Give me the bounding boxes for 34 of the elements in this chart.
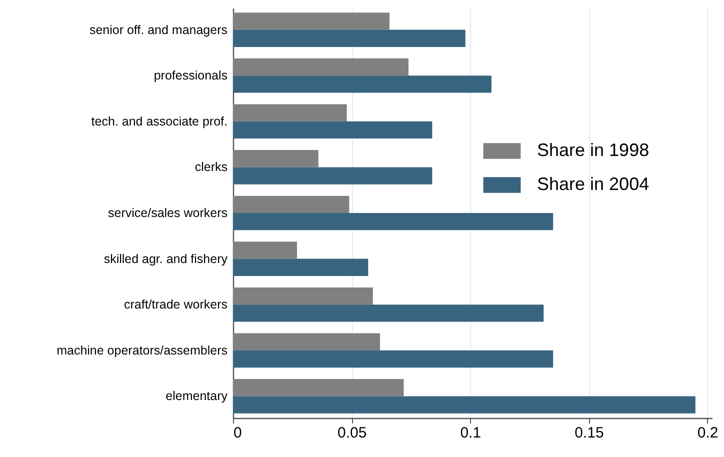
bar [233, 396, 696, 414]
bar [233, 121, 432, 139]
bar [233, 58, 408, 76]
bar [233, 167, 432, 184]
bar [233, 350, 554, 368]
x-tick-label: 0.15 [574, 424, 604, 442]
bar [233, 333, 380, 350]
y-tick-label: machine operators/assemblers [56, 343, 228, 358]
y-tick-label: clerks [194, 160, 228, 174]
y-tick-label: service/sales workers [108, 206, 228, 220]
y-tick-label: skilled agr. and fishery [104, 252, 228, 266]
x-tick-label: 0.2 [697, 424, 718, 442]
bar [233, 150, 318, 168]
y-tick-label: craft/trade workers [124, 298, 228, 312]
bar [233, 104, 347, 122]
legend-label: Share in 2004 [537, 174, 650, 194]
legend-label: Share in 1998 [537, 140, 650, 160]
bar [233, 287, 373, 305]
bar [233, 76, 492, 93]
y-tick-label: senior off. and managers [89, 22, 228, 37]
bar [233, 12, 390, 30]
bar [233, 30, 466, 47]
x-tick-label: 0.05 [337, 424, 367, 442]
x-tick-label: 0 [234, 424, 242, 442]
bar [233, 213, 554, 230]
y-tick-label: professionals [154, 68, 228, 83]
y-tick-label: elementary [166, 389, 228, 404]
bar [233, 258, 368, 276]
bar [233, 379, 404, 396]
x-tick-label: 0.1 [460, 424, 482, 442]
bar [233, 242, 298, 259]
y-tick-label: tech. and associate prof. [91, 114, 228, 128]
bar [233, 304, 544, 322]
bar [233, 196, 350, 213]
